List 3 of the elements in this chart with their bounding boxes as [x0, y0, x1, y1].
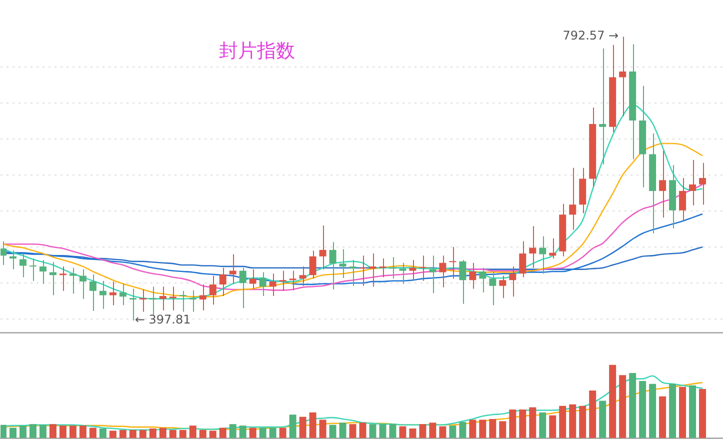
chart-title: 封片指数 — [219, 39, 295, 64]
annotation: ← 397.81 — [134, 312, 191, 327]
annotation: 792.57 → — [562, 28, 619, 43]
